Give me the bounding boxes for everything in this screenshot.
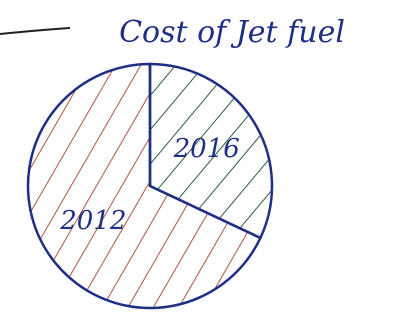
scribble-line bbox=[0, 28, 70, 34]
slice-label: 2016 bbox=[173, 134, 240, 164]
slice-label: 2012 bbox=[59, 206, 126, 236]
page: {"chart_data": {"type": "pie", "title": … bbox=[0, 0, 408, 312]
chart-title: Cost of Jet fuel bbox=[119, 15, 345, 50]
chart: Cost of Jet fuel 2016 2012 bbox=[0, 0, 408, 312]
